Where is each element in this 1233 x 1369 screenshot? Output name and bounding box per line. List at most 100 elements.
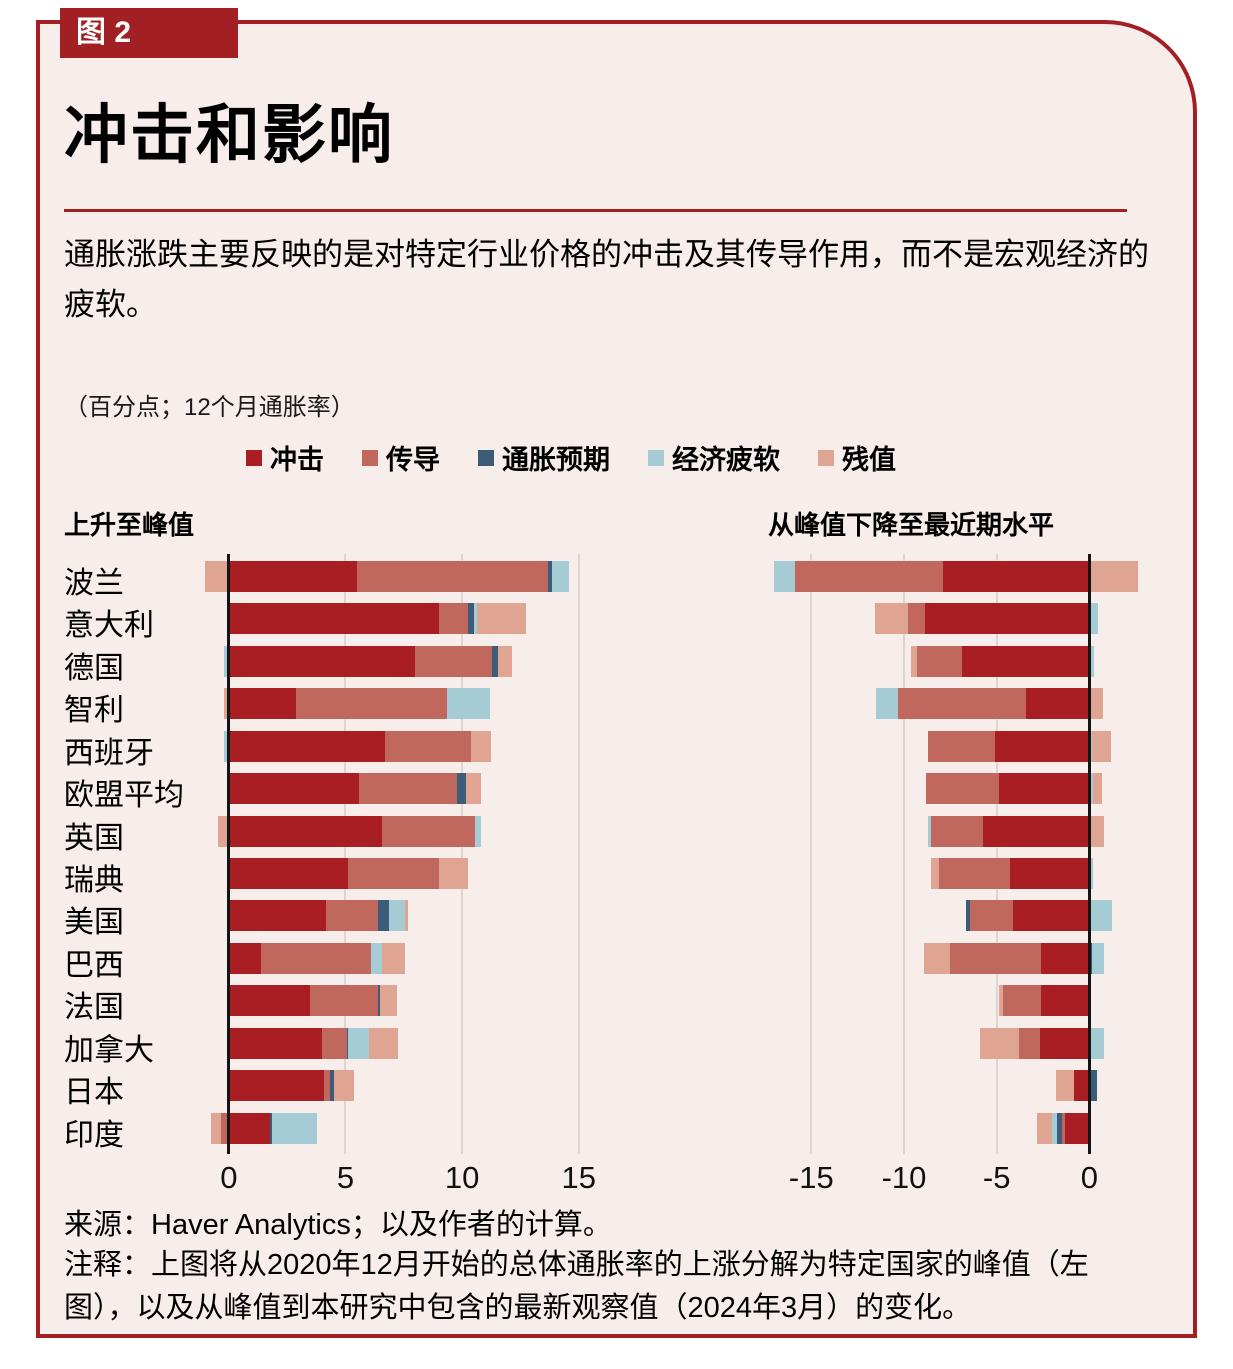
legend-item-shock: 冲击 bbox=[246, 438, 324, 477]
chart-legend: 冲击 传导 通胀预期 经济疲软 残值 bbox=[246, 438, 896, 477]
passthrough-segment bbox=[325, 900, 379, 932]
left-zero-axis-line bbox=[227, 554, 231, 1154]
left-axis-tick-5: 5 bbox=[336, 1160, 355, 1195]
residual-segment bbox=[998, 985, 1004, 1017]
passthrough-segment bbox=[220, 1112, 229, 1144]
passthrough-segment bbox=[385, 730, 472, 762]
passthrough-segment bbox=[950, 942, 1042, 974]
legend-item-residual: 残值 bbox=[818, 438, 896, 477]
shock-segment bbox=[228, 1027, 323, 1059]
legend-label: 残值 bbox=[842, 445, 896, 475]
shock-segment bbox=[1026, 688, 1090, 720]
expectations-segment bbox=[269, 1112, 272, 1144]
shock-segment bbox=[994, 730, 1090, 762]
residual-segment bbox=[980, 1027, 1019, 1059]
passthrough-segment bbox=[347, 858, 439, 889]
passthrough-segment bbox=[438, 603, 468, 635]
expectations-segment bbox=[378, 900, 389, 932]
passthrough-segment bbox=[928, 730, 995, 762]
expectations-swatch-icon bbox=[478, 449, 494, 466]
residual-segment bbox=[930, 858, 940, 889]
slack-segment bbox=[473, 603, 478, 635]
country-label-11: 法国 bbox=[64, 991, 124, 1025]
residual-segment bbox=[333, 1070, 354, 1102]
residual-segment bbox=[218, 815, 229, 847]
country-label-2: 意大利 bbox=[64, 609, 154, 643]
passthrough-segment bbox=[261, 942, 372, 974]
residual-segment bbox=[1089, 561, 1138, 592]
shock-segment bbox=[1013, 900, 1090, 932]
gridline-10 bbox=[461, 554, 464, 1154]
residual-segment bbox=[380, 985, 397, 1017]
right-axis-tick--15: -15 bbox=[788, 1160, 834, 1195]
source-line: 来源：Haver Analytics；以及作者的计算。 bbox=[64, 1209, 612, 1241]
shock-segment bbox=[228, 985, 311, 1017]
shock-segment bbox=[1040, 1027, 1090, 1059]
residual-segment bbox=[465, 773, 481, 805]
legend-label: 冲击 bbox=[270, 445, 324, 475]
shock-segment bbox=[228, 603, 439, 635]
slack-segment bbox=[388, 900, 405, 932]
note-line: 注释：上图将从2020年12月开始的总体通胀率的上涨分解为特定国家的峰值（左图）… bbox=[64, 1249, 1089, 1324]
slack-swatch-icon bbox=[648, 449, 664, 466]
slack-segment bbox=[774, 561, 795, 592]
passthrough-segment bbox=[917, 645, 963, 677]
country-label-8: 瑞典 bbox=[64, 864, 124, 897]
gridline--15 bbox=[810, 554, 813, 1154]
slack-segment bbox=[271, 1112, 318, 1144]
slack-segment bbox=[446, 688, 491, 720]
shock-segment bbox=[1073, 1070, 1090, 1102]
residual-segment bbox=[438, 858, 468, 889]
shock-segment bbox=[228, 561, 358, 592]
residual-segment bbox=[1037, 1112, 1053, 1144]
country-label-5: 西班牙 bbox=[64, 736, 154, 770]
slack-segment bbox=[876, 688, 899, 720]
expectations-segment bbox=[1089, 1070, 1097, 1102]
country-label-9: 美国 bbox=[64, 906, 124, 940]
units-note: （百分点；12个月通胀率） bbox=[64, 394, 355, 421]
passthrough-segment bbox=[359, 773, 458, 805]
shock-segment bbox=[228, 688, 297, 720]
figure-title: 冲击和影响 bbox=[64, 99, 394, 171]
slack-segment bbox=[1089, 603, 1098, 635]
passthrough-segment bbox=[415, 645, 493, 677]
expectations-segment bbox=[966, 900, 970, 932]
slack-segment bbox=[1089, 858, 1094, 889]
expectations-segment bbox=[378, 985, 381, 1017]
slack-segment bbox=[1052, 1112, 1057, 1144]
passthrough-segment bbox=[794, 561, 943, 592]
legend-item-expectations: 通胀预期 bbox=[478, 438, 610, 477]
residual-segment bbox=[498, 645, 513, 677]
passthrough-segment bbox=[1018, 1027, 1041, 1059]
passthrough-segment bbox=[296, 688, 447, 720]
legend-label: 经济疲软 bbox=[672, 445, 780, 475]
residual-segment bbox=[224, 688, 229, 720]
residual-segment bbox=[477, 603, 527, 635]
residual-segment bbox=[205, 561, 229, 592]
country-label-6: 欧盟平均 bbox=[64, 779, 184, 813]
residual-segment bbox=[1092, 730, 1111, 762]
slack-segment bbox=[224, 645, 229, 677]
residual-segment bbox=[1093, 773, 1103, 805]
expectations-segment bbox=[346, 1027, 349, 1059]
legend-label: 传导 bbox=[386, 445, 440, 475]
right-zero-axis-line bbox=[1087, 554, 1091, 1154]
passthrough-segment bbox=[898, 688, 1027, 720]
slack-segment bbox=[928, 815, 931, 847]
gridline--5 bbox=[995, 554, 998, 1154]
right-axis-tick--5: -5 bbox=[982, 1160, 1011, 1195]
shock-segment bbox=[228, 645, 416, 677]
shock-segment bbox=[998, 773, 1090, 805]
gridline-5 bbox=[344, 554, 347, 1154]
right-panel-title: 从峰值下降至最近期水平 bbox=[768, 510, 1055, 540]
left-axis-tick-10: 10 bbox=[444, 1160, 480, 1195]
shock-segment bbox=[228, 858, 348, 889]
slack-segment bbox=[1089, 1027, 1105, 1059]
shock-segment bbox=[228, 942, 262, 974]
shock-segment bbox=[962, 645, 1090, 677]
country-label-10: 巴西 bbox=[64, 948, 124, 982]
expectations-segment bbox=[330, 1070, 334, 1102]
legend-label: 通胀预期 bbox=[502, 445, 610, 475]
passthrough-segment bbox=[357, 561, 549, 592]
